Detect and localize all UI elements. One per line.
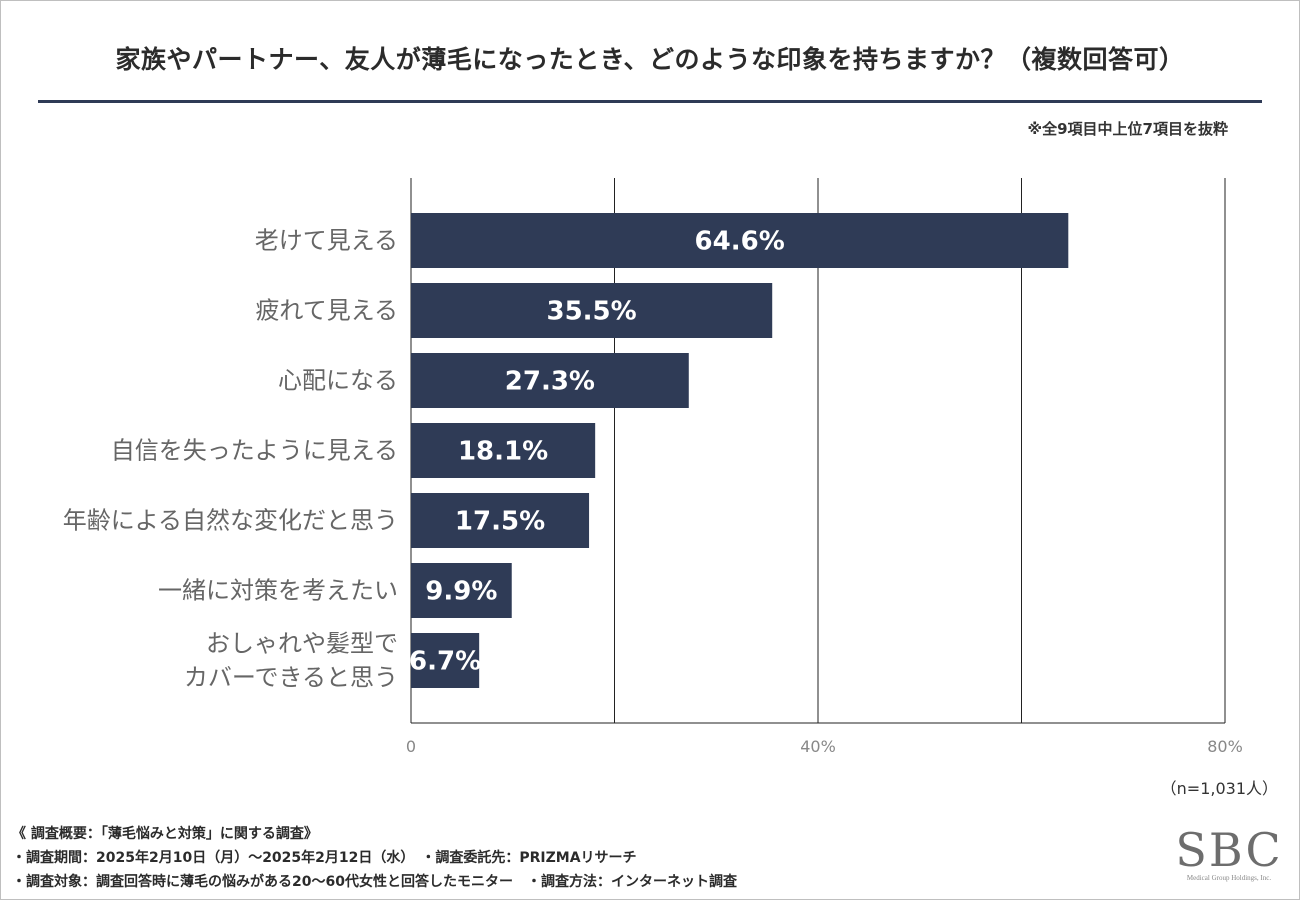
value-label-3: 18.1%: [458, 437, 548, 467]
footer-line-period: ・調査期間：2025年2月10日（月）～2025年2月12日（水） ・調査委託先…: [12, 850, 637, 866]
chart-subtitle: ※全9項目中上位7項目を抜粋: [1027, 120, 1228, 138]
category-label-2: 心配になる: [278, 367, 398, 395]
tick-label-0: 0: [406, 737, 416, 756]
bar-0: [411, 213, 1069, 268]
chart-title: 家族やパートナー、友人が薄毛になったとき、どのような印象を持ちますか？（複数回答…: [115, 45, 1185, 74]
logo-subtext: Medical Group Holdings, Inc.: [1186, 874, 1272, 882]
value-label-1: 35.5%: [547, 297, 637, 327]
category-label-1: 疲れて見える: [255, 297, 398, 325]
logo-mark: SBC: [1175, 823, 1283, 877]
category-label-5: 一緒に対策を考えたい: [158, 577, 398, 605]
category-label-3: 自信を失ったように見える: [111, 437, 398, 465]
category-label-6-1: カバーできると思う: [184, 664, 398, 692]
bar-3: [411, 423, 596, 478]
survey-footer: 《 調査概要：「薄毛悩みと対策」に関する調査》 ・調査期間：2025年2月10日…: [12, 822, 737, 894]
category-label-0: 老けて見える: [255, 227, 398, 255]
footer-line-target: ・調査対象：調査回答時に薄毛の悩みがある20～60代女性と回答したモニター ・調…: [12, 874, 737, 890]
category-label-4: 年齢による自然な変化だと思う: [63, 507, 398, 535]
bar-4: [411, 493, 590, 548]
bar-1: [411, 283, 773, 338]
value-label-4: 17.5%: [455, 507, 545, 537]
bar-5: [411, 563, 512, 618]
bar-6: [411, 633, 480, 688]
value-label-5: 9.9%: [425, 577, 497, 607]
value-label-0: 64.6%: [695, 227, 785, 257]
category-label-6-0: おしゃれや髪型で: [206, 630, 398, 658]
tick-label-40: 40%: [800, 737, 836, 756]
title-rule: [38, 100, 1262, 103]
sample-size-note: （n=1,031人）: [1160, 779, 1278, 798]
tick-label-80: 80%: [1207, 737, 1243, 756]
value-label-2: 27.3%: [505, 367, 595, 397]
footer-line-overview: 《 調査概要：「薄毛悩みと対策」に関する調査》: [12, 826, 318, 842]
bar-2: [411, 353, 689, 408]
value-label-6: 6.7%: [409, 647, 481, 677]
sbc-logo: SBC Medical Group Holdings, Inc.: [1174, 826, 1284, 882]
